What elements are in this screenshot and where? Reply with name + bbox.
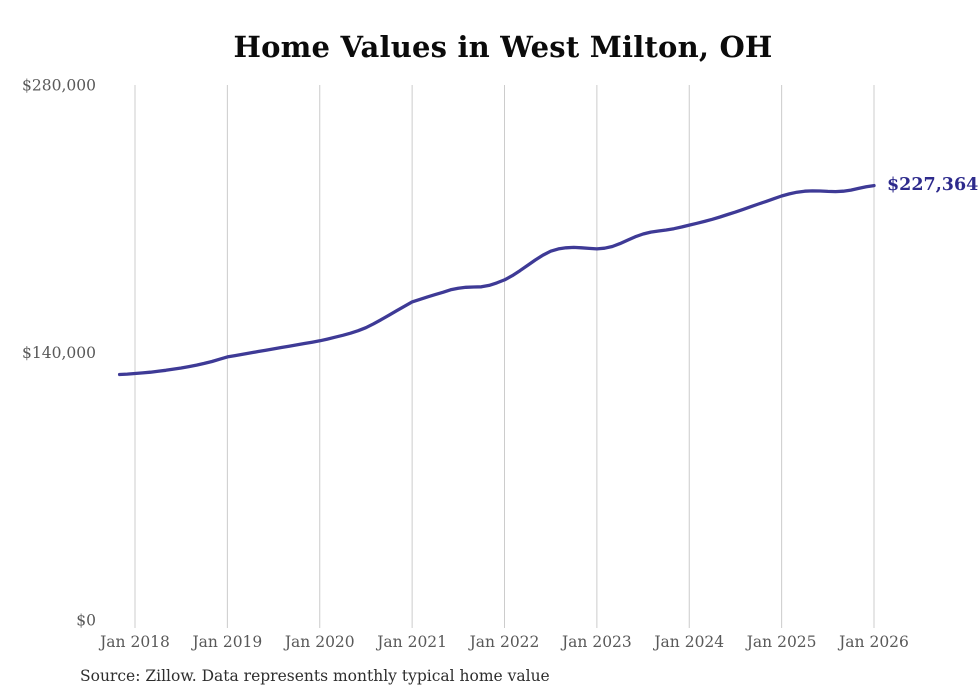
x-axis-tick-label: Jan 2024 xyxy=(652,633,724,651)
home-value-line-series xyxy=(117,183,876,377)
y-axis-tick-labels: $0 $140,000 $280,000 xyxy=(22,77,96,630)
gridlines xyxy=(134,85,875,628)
latest-value-label: $227,364 xyxy=(887,175,978,195)
x-axis-tick-label: Jan 2022 xyxy=(468,633,540,651)
x-axis-tick-label: Jan 2019 xyxy=(190,633,262,651)
y-axis-tick-label: $140,000 xyxy=(22,344,96,362)
y-axis-tick-label: $280,000 xyxy=(22,77,96,95)
x-axis-tick-label: Jan 2023 xyxy=(560,633,632,651)
x-axis-tick-label: Jan 2025 xyxy=(745,633,817,651)
y-axis-tick-label: $0 xyxy=(76,612,96,630)
x-axis-tick-labels: Jan 2018 Jan 2019 Jan 2020 Jan 2021 Jan 2022… xyxy=(98,633,909,651)
chart-title: Home Values in West Milton, OH xyxy=(233,30,773,64)
x-axis-tick-label: Jan 2026 xyxy=(837,633,909,651)
x-axis-tick-label: Jan 2018 xyxy=(98,633,170,651)
x-axis-tick-label: Jan 2020 xyxy=(283,633,355,651)
x-axis-tick-label: Jan 2021 xyxy=(375,633,447,651)
source-note: Source: Zillow. Data represents monthly … xyxy=(80,667,550,685)
